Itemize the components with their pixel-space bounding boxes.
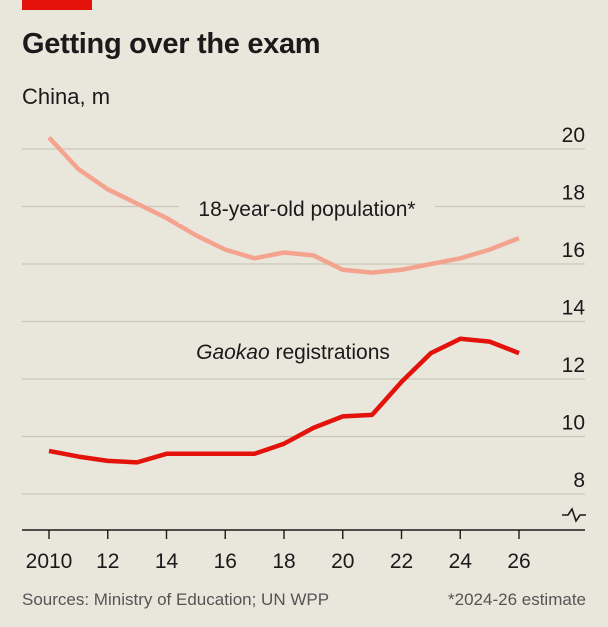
accent-bar: [22, 0, 92, 10]
x-tick-label-2012: 12: [96, 550, 119, 573]
y-tick-label-14: 14: [562, 297, 586, 320]
series-label-italic: Gaokao: [196, 341, 270, 364]
series-line-1: [48, 336, 520, 465]
chart-title: Getting over the exam: [22, 28, 321, 60]
axis-break-icon: [562, 507, 586, 523]
x-tick-label-2010: 2010: [26, 550, 73, 573]
y-tick-label-10: 10: [562, 412, 585, 435]
series-label-rest: registrations: [270, 341, 390, 364]
label-bg: [179, 194, 435, 224]
y-tick-label-12: 12: [562, 354, 585, 377]
series-label-registrations: Gaokao registrations: [196, 341, 390, 364]
series-line-0: [47, 135, 520, 275]
x-tick-label-2026: 26: [507, 550, 530, 573]
chart-sources: Sources: Ministry of Education; UN WPP: [22, 590, 330, 609]
x-tick-label-2016: 16: [214, 550, 237, 573]
x-tick-label-2022: 22: [390, 550, 413, 573]
series-label-population: 18-year-old population*: [198, 198, 415, 221]
y-tick-label-20: 20: [562, 124, 585, 147]
chart-footnote: *2024-26 estimate: [448, 590, 586, 609]
x-tick-label-2018: 18: [272, 550, 295, 573]
chart-subtitle: China, m: [22, 84, 111, 109]
x-tick-label-2024: 24: [449, 550, 473, 573]
x-tick-label-2014: 14: [155, 550, 179, 573]
x-tick-label-2020: 20: [331, 550, 354, 573]
y-tick-label-8: 8: [573, 469, 585, 492]
y-tick-label-18: 18: [562, 182, 585, 205]
label-bg: [181, 337, 405, 367]
y-tick-label-16: 16: [562, 239, 585, 262]
